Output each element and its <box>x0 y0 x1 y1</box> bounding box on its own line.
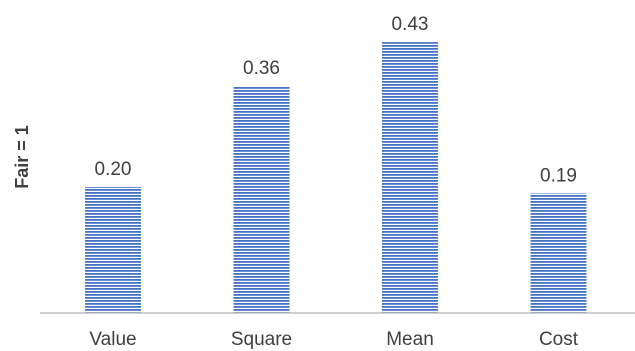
bars-group <box>85 42 587 313</box>
data-label-cost: 0.19 <box>540 165 577 186</box>
x-tick-label-mean: Mean <box>386 329 434 350</box>
y-axis-title: Fair = 1 <box>12 125 32 189</box>
bar-square <box>233 86 290 313</box>
x-tick-labels-group: Value Square Mean Cost <box>89 329 578 350</box>
x-tick-label-square: Square <box>231 329 292 350</box>
data-label-square: 0.36 <box>243 58 280 79</box>
data-label-value: 0.20 <box>95 159 132 180</box>
bar-cost <box>530 193 587 313</box>
x-tick-label-cost: Cost <box>539 329 579 350</box>
bar-value <box>85 187 141 313</box>
data-label-mean: 0.43 <box>392 14 429 35</box>
bar-mean <box>382 42 438 313</box>
value-labels-group: 0.20 0.36 0.43 0.19 <box>95 14 577 186</box>
x-tick-label-value: Value <box>89 329 136 350</box>
